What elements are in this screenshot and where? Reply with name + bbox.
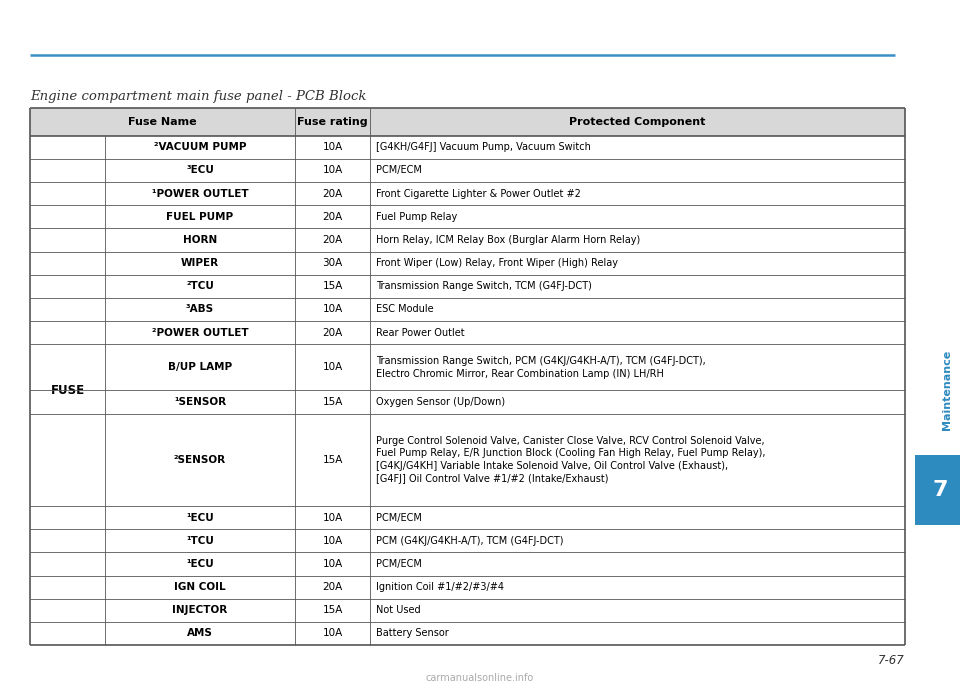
Text: 15A: 15A	[323, 605, 343, 615]
Text: FUSE: FUSE	[51, 384, 84, 397]
Text: Ignition Coil #1/#2/#3/#4: Ignition Coil #1/#2/#3/#4	[376, 582, 504, 592]
Text: PCM/ECM: PCM/ECM	[376, 559, 421, 569]
Bar	[30, 108, 905, 136]
Text: 10A: 10A	[323, 305, 343, 314]
Bar	[30, 529, 905, 553]
Text: AMS: AMS	[187, 628, 213, 639]
Text: Horn Relay, ICM Relay Box (Burglar Alarm Horn Relay): Horn Relay, ICM Relay Box (Burglar Alarm…	[376, 235, 640, 245]
Text: 10A: 10A	[323, 165, 343, 176]
Text: PCM/ECM: PCM/ECM	[376, 165, 421, 176]
Text: 20A: 20A	[323, 582, 343, 592]
Bar	[30, 553, 905, 575]
Text: Fuel Pump Relay: Fuel Pump Relay	[376, 212, 457, 222]
Text: Front Cigarette Lighter & Power Outlet #2: Front Cigarette Lighter & Power Outlet #…	[376, 189, 581, 198]
Text: Maintenance: Maintenance	[942, 350, 952, 430]
Text: INJECTOR: INJECTOR	[173, 605, 228, 615]
Text: ¹POWER OUTLET: ¹POWER OUTLET	[152, 189, 249, 198]
Text: HORN: HORN	[182, 235, 217, 245]
Text: 15A: 15A	[323, 397, 343, 407]
Bar	[30, 251, 905, 275]
Text: ²SENSOR: ²SENSOR	[174, 455, 226, 465]
Text: PCM (G4KJ/G4KH-A/T), TCM (G4FJ-DCT): PCM (G4KJ/G4KH-A/T), TCM (G4FJ-DCT)	[376, 536, 564, 546]
Text: 10A: 10A	[323, 559, 343, 569]
Bar	[30, 622, 905, 645]
Text: ³ABS: ³ABS	[186, 305, 214, 314]
Bar	[30, 391, 905, 413]
Text: Oxygen Sensor (Up/Down): Oxygen Sensor (Up/Down)	[376, 397, 505, 407]
Text: 7: 7	[932, 480, 948, 500]
Text: [G4KH/G4FJ] Vacuum Pump, Vacuum Switch: [G4KH/G4FJ] Vacuum Pump, Vacuum Switch	[376, 143, 590, 152]
Text: ¹TCU: ¹TCU	[186, 536, 214, 546]
Text: Not Used: Not Used	[376, 605, 420, 615]
Bar	[30, 321, 905, 344]
Text: ¹ECU: ¹ECU	[186, 559, 214, 569]
Text: 20A: 20A	[323, 235, 343, 245]
Bar	[30, 182, 905, 205]
Text: 10A: 10A	[323, 143, 343, 152]
Bar	[30, 205, 905, 228]
Bar	[30, 298, 905, 321]
Text: Fuse Name: Fuse Name	[129, 117, 197, 127]
Text: ESC Module: ESC Module	[376, 305, 434, 314]
Bar	[30, 136, 905, 159]
Text: ²POWER OUTLET: ²POWER OUTLET	[152, 327, 249, 338]
Text: B/UP LAMP: B/UP LAMP	[168, 362, 232, 372]
Text: Transmission Range Switch, PCM (G4KJ/G4KH-A/T), TCM (G4FJ-DCT),
Electro Chromic : Transmission Range Switch, PCM (G4KJ/G4K…	[376, 356, 706, 379]
Text: 20A: 20A	[323, 327, 343, 338]
Bar	[30, 344, 905, 391]
Text: WIPER: WIPER	[180, 258, 219, 268]
Bar	[915, 455, 960, 525]
Bar	[30, 228, 905, 251]
Text: ²VACUUM PUMP: ²VACUUM PUMP	[154, 143, 247, 152]
Text: IGN COIL: IGN COIL	[174, 582, 226, 592]
Text: 10A: 10A	[323, 628, 343, 639]
Text: 15A: 15A	[323, 455, 343, 465]
Text: 10A: 10A	[323, 536, 343, 546]
Text: ¹ECU: ¹ECU	[186, 513, 214, 523]
Text: 15A: 15A	[323, 281, 343, 291]
Bar	[30, 159, 905, 182]
Text: 7-67: 7-67	[878, 653, 905, 666]
Text: Rear Power Outlet: Rear Power Outlet	[376, 327, 465, 338]
Text: 10A: 10A	[323, 362, 343, 372]
Text: 20A: 20A	[323, 189, 343, 198]
Bar	[30, 599, 905, 622]
Text: Battery Sensor: Battery Sensor	[376, 628, 448, 639]
Text: Purge Control Solenoid Valve, Canister Close Valve, RCV Control Solenoid Valve,
: Purge Control Solenoid Valve, Canister C…	[376, 435, 765, 484]
Text: 30A: 30A	[323, 258, 343, 268]
Bar	[30, 575, 905, 599]
Text: Engine compartment main fuse panel - PCB Block: Engine compartment main fuse panel - PCB…	[30, 90, 367, 103]
Text: Protected Component: Protected Component	[569, 117, 706, 127]
Text: Transmission Range Switch, TCM (G4FJ-DCT): Transmission Range Switch, TCM (G4FJ-DCT…	[376, 281, 592, 291]
Text: Front Wiper (Low) Relay, Front Wiper (High) Relay: Front Wiper (Low) Relay, Front Wiper (Hi…	[376, 258, 618, 268]
Bar	[30, 275, 905, 298]
Text: ³ECU: ³ECU	[186, 165, 214, 176]
Text: Fuse rating: Fuse rating	[298, 117, 368, 127]
Text: PCM/ECM: PCM/ECM	[376, 513, 421, 523]
Text: ²TCU: ²TCU	[186, 281, 214, 291]
Text: FUEL PUMP: FUEL PUMP	[166, 212, 233, 222]
Text: ¹SENSOR: ¹SENSOR	[174, 397, 226, 407]
Bar	[30, 413, 905, 506]
Text: 10A: 10A	[323, 513, 343, 523]
Bar	[30, 506, 905, 529]
Text: 20A: 20A	[323, 212, 343, 222]
Text: carmanualsonline.info: carmanualsonline.info	[426, 673, 534, 683]
